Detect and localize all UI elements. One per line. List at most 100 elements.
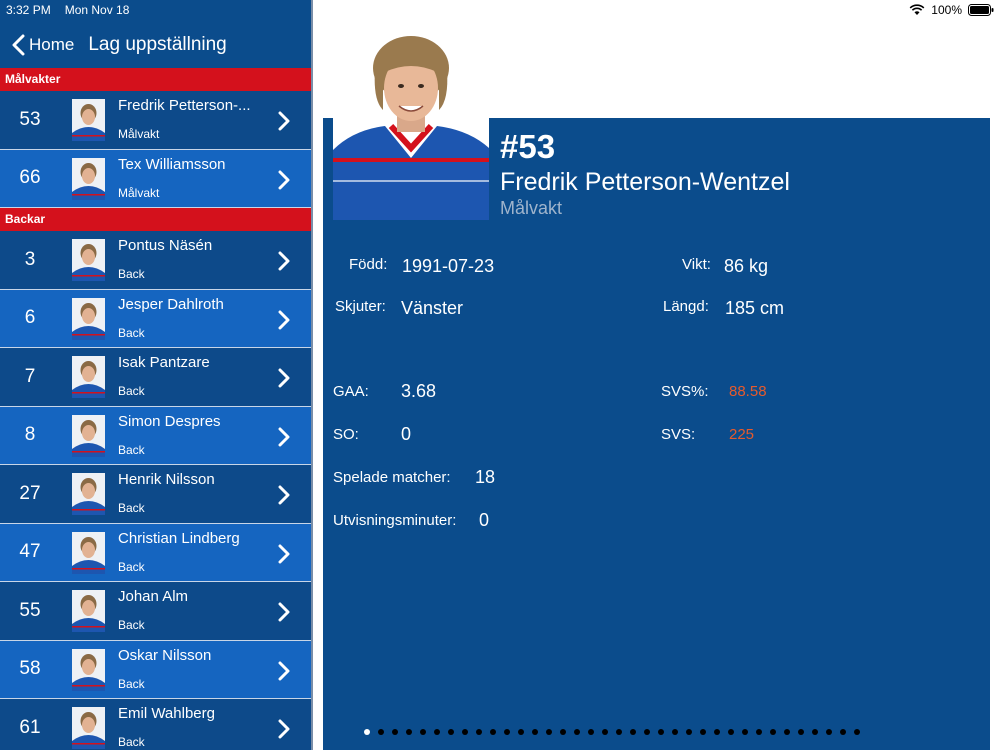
page-dot[interactable] xyxy=(560,729,566,735)
penalty-minutes-label: Utvisningsminuter: xyxy=(333,512,457,529)
page-dot[interactable] xyxy=(756,729,762,735)
player-row-name: Emil Wahlberg xyxy=(118,705,215,722)
player-row-number: 6 xyxy=(24,307,36,329)
roster-list: Målvakter 53 Fredrik Petterson-... Målvakt 6… xyxy=(0,68,311,750)
player-row-name: Isak Pantzare xyxy=(118,354,210,371)
page-dot[interactable] xyxy=(392,729,398,735)
player-row-position: Back xyxy=(118,442,145,457)
page-dot[interactable] xyxy=(658,729,664,735)
player-row[interactable]: 27 Henrik Nilsson Back xyxy=(0,465,311,524)
weight-value: 86 kg xyxy=(724,256,769,276)
chevron-right-icon xyxy=(278,170,290,189)
page-dot[interactable] xyxy=(462,729,468,735)
player-number: #53 xyxy=(500,128,556,165)
page-dot[interactable] xyxy=(532,729,538,735)
player-row[interactable]: 55 Johan Alm Back xyxy=(0,582,311,641)
player-portrait xyxy=(333,30,489,220)
page-dot[interactable] xyxy=(826,729,832,735)
status-bar-left: 3:32 PM Mon Nov 18 xyxy=(6,3,129,17)
page-dot[interactable] xyxy=(574,729,580,735)
page-dot[interactable] xyxy=(714,729,720,735)
svs-label: SVS: xyxy=(661,426,696,443)
born-value: 1991-07-23 xyxy=(402,256,495,276)
svs-percent-value: 88.58 xyxy=(729,383,767,400)
page-dot[interactable] xyxy=(490,729,496,735)
svs-percent-label: SVS%: xyxy=(661,383,709,400)
penalty-minutes-value: 0 xyxy=(479,510,490,530)
player-row-name: Jesper Dahlroth xyxy=(118,295,224,313)
player-row[interactable]: 47 Christian Lindberg Back xyxy=(0,523,311,582)
page-dot[interactable] xyxy=(728,729,734,735)
player-row[interactable]: 58 Oskar Nilsson Back xyxy=(0,640,311,699)
player-thumbnail xyxy=(72,590,105,632)
player-thumbnail xyxy=(72,157,105,200)
status-time: 3:32 PM xyxy=(6,3,51,17)
player-row-position: Back xyxy=(118,735,145,749)
page-dot[interactable] xyxy=(798,729,804,735)
page-dot[interactable] xyxy=(812,729,818,735)
back-button[interactable]: Home xyxy=(12,34,74,56)
page-dot[interactable] xyxy=(588,729,594,735)
page-dot[interactable] xyxy=(546,729,552,735)
player-row-name: Oskar Nilsson xyxy=(118,646,212,664)
page-dot[interactable] xyxy=(742,729,748,735)
player-row[interactable]: 61 Emil Wahlberg Back xyxy=(0,699,311,750)
height-value: 185 cm xyxy=(725,298,785,318)
navigation-bar: Home Lag uppställning xyxy=(0,22,311,68)
player-row[interactable]: 53 Fredrik Petterson-... Målvakt xyxy=(0,91,311,150)
player-row[interactable]: 6 Jesper Dahlroth Back xyxy=(0,289,311,348)
weight-label: Vikt: xyxy=(682,256,711,273)
player-thumbnail xyxy=(72,239,105,281)
page-dot[interactable] xyxy=(616,729,622,735)
player-row-position: Back xyxy=(118,267,145,281)
page-dot[interactable] xyxy=(630,729,636,735)
player-thumbnail xyxy=(72,707,105,749)
player-row-number: 53 xyxy=(19,108,41,130)
chevron-right-icon xyxy=(278,251,290,271)
player-row-position: Back xyxy=(118,384,145,398)
player-thumbnail xyxy=(72,414,105,457)
nav-title: Lag uppställning xyxy=(88,34,227,55)
page-dot[interactable] xyxy=(434,729,440,735)
page-indicator[interactable] xyxy=(364,729,860,735)
page-dot[interactable] xyxy=(420,729,426,735)
player-row[interactable]: 3 Pontus Näsén Back xyxy=(0,231,311,290)
page-dot[interactable] xyxy=(686,729,692,735)
page-dot[interactable] xyxy=(784,729,790,735)
player-row[interactable]: 66 Tex Williamsson Målvakt xyxy=(0,149,311,208)
player-detail-card xyxy=(323,118,990,750)
player-row-position: Målvakt xyxy=(118,127,160,141)
player-row-name: Henrik Nilsson xyxy=(118,471,215,488)
section-header: Målvakter xyxy=(0,68,311,91)
player-row[interactable]: 7 Isak Pantzare Back xyxy=(0,348,311,407)
player-thumbnail xyxy=(72,297,105,340)
page-dot[interactable] xyxy=(700,729,706,735)
page-dot[interactable] xyxy=(840,729,846,735)
chevron-right-icon xyxy=(278,544,290,563)
page-dot[interactable] xyxy=(644,729,650,735)
player-thumbnail xyxy=(72,648,105,691)
page-dot[interactable] xyxy=(448,729,454,735)
player-thumbnail xyxy=(72,531,105,574)
page-dot[interactable] xyxy=(504,729,510,735)
page-dot[interactable] xyxy=(672,729,678,735)
chevron-left-icon xyxy=(12,34,25,56)
player-row-name: Pontus Näsén xyxy=(118,237,213,254)
wifi-icon xyxy=(909,4,925,15)
height-label: Längd: xyxy=(663,298,709,315)
player-row-number: 7 xyxy=(24,365,36,387)
page-dot[interactable] xyxy=(518,729,524,735)
chevron-right-icon xyxy=(278,719,290,739)
player-position: Målvakt xyxy=(500,198,563,218)
page-dot[interactable] xyxy=(854,729,860,735)
page-dot[interactable] xyxy=(476,729,482,735)
page-dot[interactable] xyxy=(378,729,384,735)
page-dot[interactable] xyxy=(364,729,370,735)
page-dot[interactable] xyxy=(406,729,412,735)
page-dot[interactable] xyxy=(770,729,776,735)
page-dot[interactable] xyxy=(602,729,608,735)
back-button-label: Home xyxy=(29,35,75,54)
shoots-value: Vänster xyxy=(401,298,464,318)
player-row-number: 58 xyxy=(19,658,41,680)
player-row[interactable]: 8 Simon Despres Back xyxy=(0,406,311,465)
